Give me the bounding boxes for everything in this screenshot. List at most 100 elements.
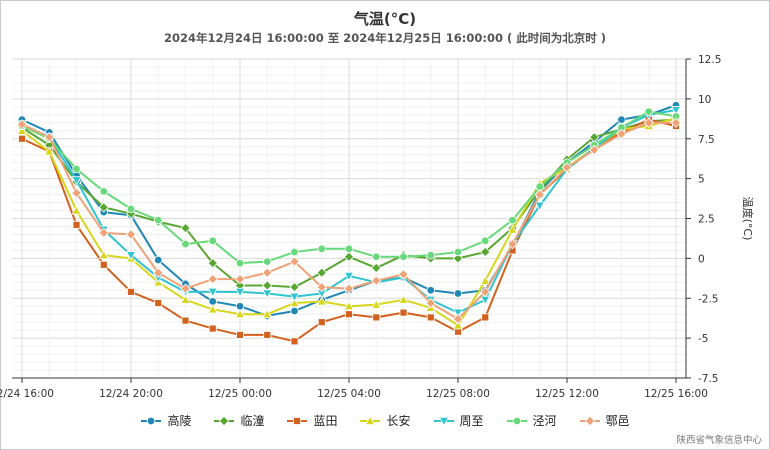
legend-symbol: [506, 416, 527, 425]
y-tick-label: -2.5: [698, 293, 719, 305]
vertical-gridlines: [21, 59, 677, 378]
y-tick-label: 5: [698, 174, 705, 186]
data-point: [508, 215, 517, 225]
data-point: [180, 294, 191, 304]
data-point: [507, 224, 518, 234]
source-credit: 陕西省气象信息中心: [676, 435, 762, 446]
legend-symbol: [214, 415, 235, 426]
data-point: [207, 257, 218, 269]
data-point: [18, 134, 26, 143]
data-point: [426, 250, 435, 260]
data-point: [72, 220, 81, 229]
data-point: [98, 202, 109, 213]
data-point: [208, 297, 217, 306]
data-point: [372, 252, 381, 261]
data-point: [262, 267, 273, 278]
data-point: [234, 287, 246, 298]
legend-symbol: [287, 416, 308, 425]
x-tick-label: 12/25 16:00: [644, 388, 708, 400]
y-tick-label: 10: [698, 94, 711, 106]
y-tick-label: 0: [698, 253, 705, 265]
data-point: [208, 236, 217, 246]
series-5: [17, 107, 681, 268]
legend-marker: [147, 416, 156, 425]
data-point: [670, 117, 682, 128]
legend-item[interactable]: 蓝田: [286, 412, 337, 429]
legend-symbol: [579, 415, 600, 426]
data-point: [343, 283, 355, 294]
data-point: [262, 289, 273, 299]
data-point: [452, 320, 464, 330]
x-tick-label: 12/24 20:00: [99, 388, 163, 400]
legend-label: 长安: [386, 414, 411, 428]
x-tick-label: 12/25 08:00: [426, 388, 490, 400]
data-point: [371, 275, 382, 286]
data-point: [71, 187, 82, 199]
data-point: [153, 267, 164, 278]
legend-marker: [293, 416, 302, 425]
data-point: [343, 300, 355, 311]
data-point: [343, 271, 355, 282]
data-point: [425, 297, 436, 309]
legend-item[interactable]: 临潼: [213, 412, 264, 429]
data-point: [263, 257, 272, 266]
data-point: [72, 164, 81, 174]
data-point: [343, 251, 355, 262]
legend-item[interactable]: 周至: [433, 412, 484, 429]
data-point: [399, 308, 408, 317]
data-point: [181, 316, 190, 325]
data-point: [344, 244, 354, 254]
data-point: [399, 252, 408, 261]
legend-item[interactable]: 长安: [359, 412, 411, 429]
data-point: [125, 251, 137, 261]
legend-item[interactable]: 高陵: [140, 412, 191, 429]
legend-marker: [219, 415, 230, 426]
data-point: [236, 331, 244, 339]
data-point: [71, 176, 82, 186]
data-point: [507, 238, 518, 250]
legend-marker: [365, 415, 376, 425]
legend-symbol: [433, 416, 454, 426]
data-point: [207, 273, 218, 285]
data-point: [208, 324, 217, 333]
legend-marker: [512, 416, 521, 425]
data-point: [125, 229, 137, 240]
data-point: [289, 292, 300, 302]
data-series: [16, 101, 682, 346]
data-point: [99, 187, 108, 196]
data-point: [16, 119, 28, 130]
data-point: [535, 182, 544, 191]
data-point: [180, 283, 191, 294]
data-point: [316, 281, 327, 293]
data-point: [453, 289, 463, 298]
data-point: [617, 115, 626, 124]
data-point: [452, 253, 464, 264]
data-point: [71, 205, 82, 215]
data-point: [372, 313, 381, 322]
data-point: [289, 297, 300, 308]
data-point: [290, 337, 299, 346]
legend-label: 周至: [459, 414, 484, 428]
legend-label: 高陵: [167, 414, 192, 428]
legend-item[interactable]: 泾河: [506, 412, 557, 429]
y-tick-label: 12.5: [698, 54, 721, 66]
legend-label: 鄠邑: [605, 414, 630, 428]
data-point: [181, 239, 190, 249]
data-point: [127, 287, 135, 296]
data-point: [44, 146, 55, 156]
legend-item[interactable]: 鄠邑: [579, 412, 630, 429]
data-point: [235, 302, 245, 311]
x-tick-label: 12/24 16:00: [0, 388, 54, 400]
y-tick-label: 7.5: [698, 134, 715, 146]
data-point: [398, 294, 409, 304]
data-point: [670, 106, 682, 116]
data-point: [207, 287, 218, 298]
data-point: [480, 246, 491, 258]
data-point: [289, 256, 300, 267]
data-point: [589, 144, 600, 156]
data-point: [643, 117, 654, 128]
series-6: [16, 117, 682, 325]
data-point: [154, 299, 163, 307]
data-point: [452, 313, 464, 325]
data-point: [452, 308, 464, 318]
